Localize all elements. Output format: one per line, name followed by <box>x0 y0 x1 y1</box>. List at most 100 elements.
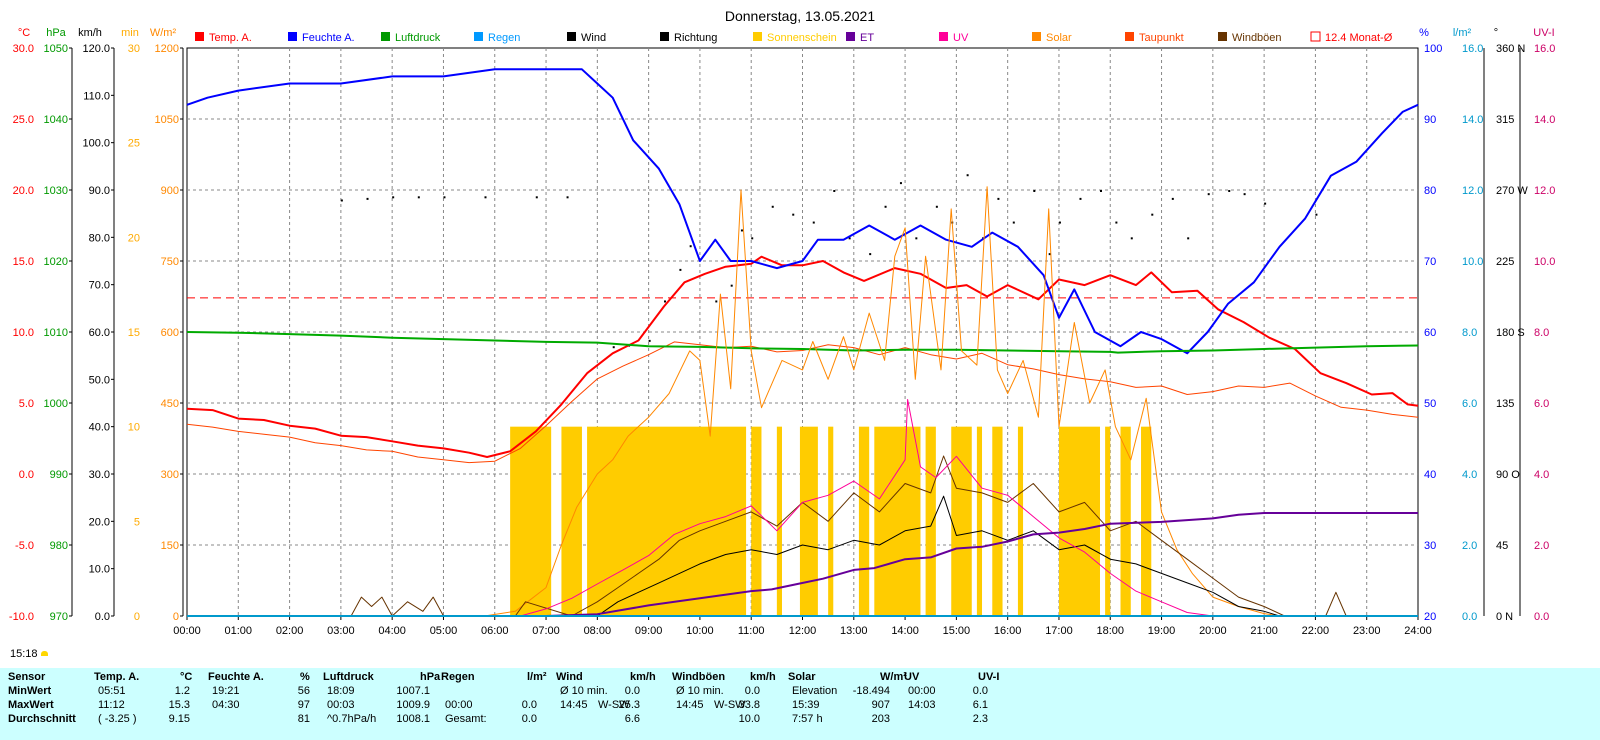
rain-tick-label: 2.0 <box>1462 540 1477 552</box>
pressure-tick-label: 1050 <box>44 43 68 55</box>
legend-label: 12.4 Monat-Ø <box>1325 32 1393 44</box>
sunshine-bar <box>561 426 582 616</box>
rain-tick-label: 16.0 <box>1462 43 1483 55</box>
legend-item: Windböen <box>1218 32 1282 44</box>
pressure-tick-label: 990 <box>50 469 68 481</box>
x-tick-label: 13:00 <box>840 625 868 637</box>
series-line-taupunkt <box>186 341 1419 464</box>
legend-label: Richtung <box>674 32 717 44</box>
legend-swatch <box>753 32 762 41</box>
wind-direction-dot <box>935 205 938 208</box>
rain-tick-label: 0.0 <box>1462 611 1477 623</box>
solar-header: Solar <box>788 671 816 683</box>
wind-direction-dot <box>771 205 774 208</box>
wind-direction-dot <box>915 237 918 240</box>
rain-tick-label: 6.0 <box>1462 398 1477 410</box>
legend-label: Regen <box>488 32 520 44</box>
x-tick-label: 02:00 <box>276 625 304 637</box>
wind-direction-dot <box>664 300 667 303</box>
legend-item: 12.4 Monat-Ø <box>1310 31 1393 44</box>
row-header: MaxWert <box>8 699 54 711</box>
wind-direction-dot <box>1264 202 1267 205</box>
axes: 00:00 01:00 02:00 03:00 04:00 05:00 06:00 07:00… <box>9 27 1556 637</box>
sunshine-bar <box>858 426 870 616</box>
humidity-tick-label: 50 <box>1424 398 1436 410</box>
wind-direction-dot <box>679 268 682 271</box>
solar-tick-label: 150 <box>161 540 179 552</box>
temp-tick-label: -10.0 <box>9 611 34 623</box>
rain-header: Regen <box>441 671 475 683</box>
sunshine-bar <box>751 426 762 616</box>
sunshine-bar <box>1120 426 1131 616</box>
solar-avg-label: 7:57 h <box>792 713 823 725</box>
gust-max-direction: W-SW <box>714 699 746 711</box>
x-tick-label: 05:00 <box>430 625 458 637</box>
x-tick-label: 01:00 <box>225 625 253 637</box>
temp-header: Temp. A. <box>94 671 140 683</box>
solar-unit: W/m² <box>880 671 907 683</box>
legend-swatch <box>1032 32 1041 41</box>
direction-axis-unit: ° <box>1494 27 1498 39</box>
pressure-tick-label: 970 <box>50 611 68 623</box>
uv-tick-label: 12.0 <box>1534 185 1555 197</box>
wind-direction-dot <box>535 196 538 199</box>
wind-direction-dot <box>1079 197 1082 200</box>
sunshine_min-tick-label: 20 <box>128 232 140 244</box>
legend-swatch <box>939 32 948 41</box>
x-tick-label: 14:00 <box>891 625 919 637</box>
rain-axis-unit: l/m² <box>1453 27 1472 39</box>
legend-swatch <box>660 32 669 41</box>
x-tick-label: 16:00 <box>994 625 1022 637</box>
hum-header: Feuchte A. <box>208 671 264 683</box>
uv-tick-label: 2.0 <box>1534 540 1549 552</box>
x-tick-label: 00:00 <box>173 625 201 637</box>
press-unit: hPa <box>420 671 441 683</box>
hum-min-time: 19:21 <box>212 685 240 697</box>
legend-item: Sonnenschein <box>753 32 837 44</box>
wind-direction-dot <box>443 196 446 199</box>
legend-swatch <box>846 32 855 41</box>
wind-tick-label: 70.0 <box>89 280 110 292</box>
wind-max-time: 14:45 <box>560 699 588 711</box>
uv-min-time: 00:00 <box>908 685 936 697</box>
x-tick-label: 08:00 <box>584 625 612 637</box>
temp-tick-label: 0.0 <box>19 469 34 481</box>
wind-direction-dot <box>1115 221 1118 224</box>
x-tick-label: 10:00 <box>686 625 714 637</box>
hum-max-time: 04:30 <box>212 699 240 711</box>
chart-title: Donnerstag, 13.05.2021 <box>725 8 875 24</box>
sunshine_min-tick-label: 5 <box>134 516 140 528</box>
humidity-tick-label: 30 <box>1424 540 1436 552</box>
wind-direction-dot <box>740 229 743 232</box>
legend-item: Luftdruck <box>381 32 441 44</box>
wind-direction-dot <box>1228 190 1231 192</box>
solar-axis-unit: W/m² <box>150 27 177 39</box>
uv-header: UV <box>904 671 920 683</box>
direction-tick-label: 0 N <box>1496 611 1513 623</box>
wind-tick-label: 110.0 <box>83 90 110 102</box>
solar-tick-label: 0 <box>173 611 179 623</box>
wind-direction-dot <box>566 196 569 199</box>
x-tick-label: 15:00 <box>943 625 971 637</box>
series-line-windb-en <box>350 455 1347 617</box>
plot-area <box>186 68 1419 617</box>
gust-min-time: Ø 10 min. <box>676 685 724 697</box>
legend-swatch <box>1125 32 1134 41</box>
humidity-tick-label: 60 <box>1424 327 1436 339</box>
rain-unit: l/m² <box>527 671 547 683</box>
x-tick-label: 03:00 <box>327 625 355 637</box>
wind-tick-label: 30.0 <box>89 469 110 481</box>
solar-tick-label: 300 <box>161 469 179 481</box>
temp-tick-label: -5.0 <box>15 540 34 552</box>
temp-min-time: 05:51 <box>98 685 126 697</box>
hum-min-value: 56 <box>297 685 310 697</box>
humidity-tick-label: 70 <box>1424 256 1436 268</box>
series-line-feuchte-a- <box>186 68 1419 355</box>
wind-direction-dot <box>392 196 395 199</box>
wind-tick-label: 60.0 <box>89 327 110 339</box>
legend-item: Wind <box>567 32 606 44</box>
wind-tick-label: 50.0 <box>89 374 110 386</box>
row-header: Durchschnitt <box>8 713 76 725</box>
wind-direction-dot <box>340 199 343 202</box>
wind-direction-dot <box>417 196 420 199</box>
